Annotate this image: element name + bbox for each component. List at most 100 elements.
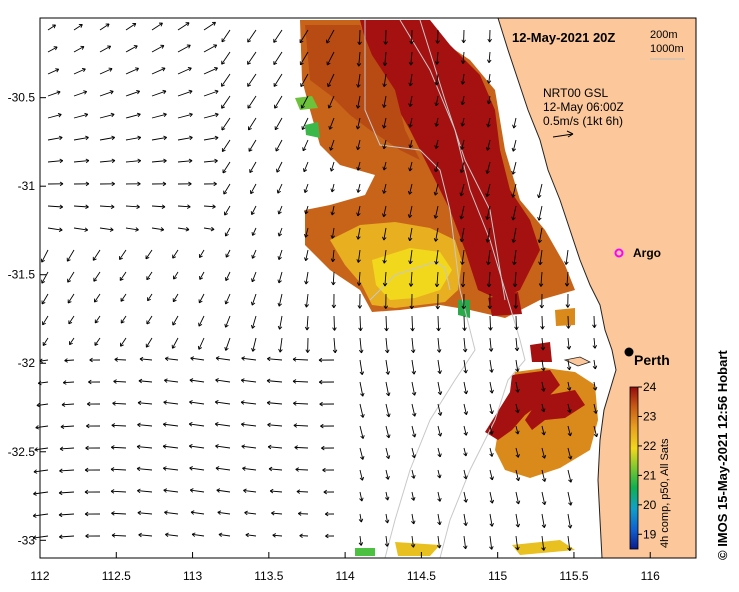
colorbar	[629, 386, 639, 550]
argo-marker: Argo	[614, 246, 661, 260]
current-arrow-icon	[88, 379, 101, 385]
current-arrow-icon	[137, 488, 153, 494]
current-arrow-icon	[324, 511, 335, 517]
date-label: 12-May-2021 20Z	[512, 30, 615, 45]
current-arrow-icon	[487, 29, 492, 43]
current-arrow-icon	[86, 401, 101, 407]
current-arrow-icon	[99, 204, 115, 210]
current-arrow-icon	[434, 117, 439, 127]
current-arrow-icon	[541, 513, 547, 528]
current-arrow-icon	[248, 139, 257, 152]
current-arrow-icon	[73, 90, 88, 97]
current-arrow-icon	[240, 400, 257, 405]
current-arrow-icon	[203, 44, 218, 53]
current-arrow-icon	[567, 425, 573, 437]
current-arrow-icon	[224, 315, 231, 328]
current-arrow-icon	[434, 51, 440, 65]
current-arrow-icon	[489, 491, 495, 504]
current-arrow-icon	[408, 271, 414, 287]
current-arrow-icon	[146, 315, 153, 325]
current-arrow-icon	[151, 22, 163, 31]
y-tick-label: -31	[18, 179, 36, 193]
current-arrow-icon	[272, 533, 283, 538]
current-arrow-icon	[515, 491, 521, 505]
current-arrow-icon	[47, 158, 64, 164]
current-arrow-icon	[302, 139, 309, 152]
current-arrow-icon	[177, 135, 193, 141]
current-arrow-icon	[567, 447, 573, 460]
current-arrow-icon	[485, 183, 491, 197]
current-arrow-icon	[411, 469, 416, 479]
current-arrow-icon	[566, 359, 572, 371]
current-arrow-icon	[408, 95, 413, 108]
current-arrow-icon	[190, 356, 205, 361]
current-arrow-icon	[327, 95, 335, 109]
current-arrow-icon	[162, 444, 179, 449]
current-arrow-icon	[567, 513, 573, 529]
current-arrow-icon	[485, 139, 491, 151]
current-arrow-icon	[330, 183, 335, 193]
current-arrow-icon	[247, 29, 257, 43]
current-arrow-icon	[411, 447, 417, 459]
current-arrow-icon	[460, 73, 466, 85]
current-arrow-icon	[99, 90, 114, 97]
current-arrow-icon	[322, 467, 335, 473]
current-arrow-icon	[33, 491, 49, 496]
current-arrow-icon	[215, 444, 231, 449]
current-arrow-icon	[151, 67, 166, 75]
current-arrow-icon	[93, 271, 101, 282]
current-arrow-icon	[278, 337, 283, 353]
current-arrow-icon	[357, 29, 362, 46]
city-dot-icon	[624, 347, 634, 357]
current-arrow-icon	[216, 488, 231, 493]
current-arrow-icon	[486, 73, 492, 84]
current-arrow-icon	[539, 293, 545, 309]
current-arrow-icon	[384, 315, 389, 332]
current-arrow-icon	[592, 381, 598, 391]
current-arrow-icon	[120, 293, 127, 302]
current-arrow-icon	[384, 491, 390, 501]
current-arrow-icon	[436, 315, 441, 332]
current-arrow-icon	[515, 469, 521, 482]
coastline	[497, 17, 617, 559]
current-arrow-icon	[384, 535, 390, 547]
current-arrow-icon	[330, 227, 336, 239]
perth-marker: Perth	[624, 347, 670, 368]
contour-legend-1000m: 1000m	[650, 43, 684, 55]
current-arrow-icon	[47, 68, 60, 75]
current-arrow-icon	[111, 423, 127, 428]
current-arrow-icon	[251, 249, 257, 259]
colorbar-tick-label: 21	[643, 468, 657, 482]
current-arrow-icon	[489, 359, 494, 373]
current-arrow-icon	[295, 467, 309, 472]
current-arrow-icon	[489, 403, 494, 415]
current-arrow-icon	[435, 29, 440, 44]
current-arrow-icon	[146, 271, 153, 281]
current-arrow-icon	[323, 489, 335, 495]
current-arrow-icon	[99, 158, 116, 164]
current-arrow-icon	[300, 73, 309, 88]
current-arrow-icon	[189, 400, 205, 405]
argo-float-icon	[614, 248, 624, 258]
current-arrow-icon	[514, 337, 520, 352]
current-arrow-icon	[151, 135, 167, 141]
rottnest-island	[563, 356, 592, 367]
current-arrow-icon	[411, 359, 416, 375]
current-arrow-icon	[381, 205, 387, 218]
current-arrow-icon	[408, 139, 413, 149]
current-arrow-icon	[163, 488, 179, 493]
current-arrow-icon	[332, 315, 337, 331]
current-arrow-icon	[356, 73, 361, 88]
current-arrow-icon	[67, 293, 75, 304]
current-arrow-icon	[203, 66, 218, 75]
current-arrow-icon	[411, 513, 416, 525]
current-arrow-icon	[489, 447, 494, 457]
current-arrow-icon	[214, 400, 231, 405]
current-arrow-icon	[218, 532, 231, 538]
current-arrow-icon	[203, 158, 218, 164]
current-arrow-icon	[58, 512, 75, 518]
current-arrow-icon	[162, 466, 179, 471]
current-arrow-icon	[58, 490, 75, 496]
current-arrow-icon	[277, 271, 283, 284]
current-arrow-icon	[463, 513, 468, 526]
